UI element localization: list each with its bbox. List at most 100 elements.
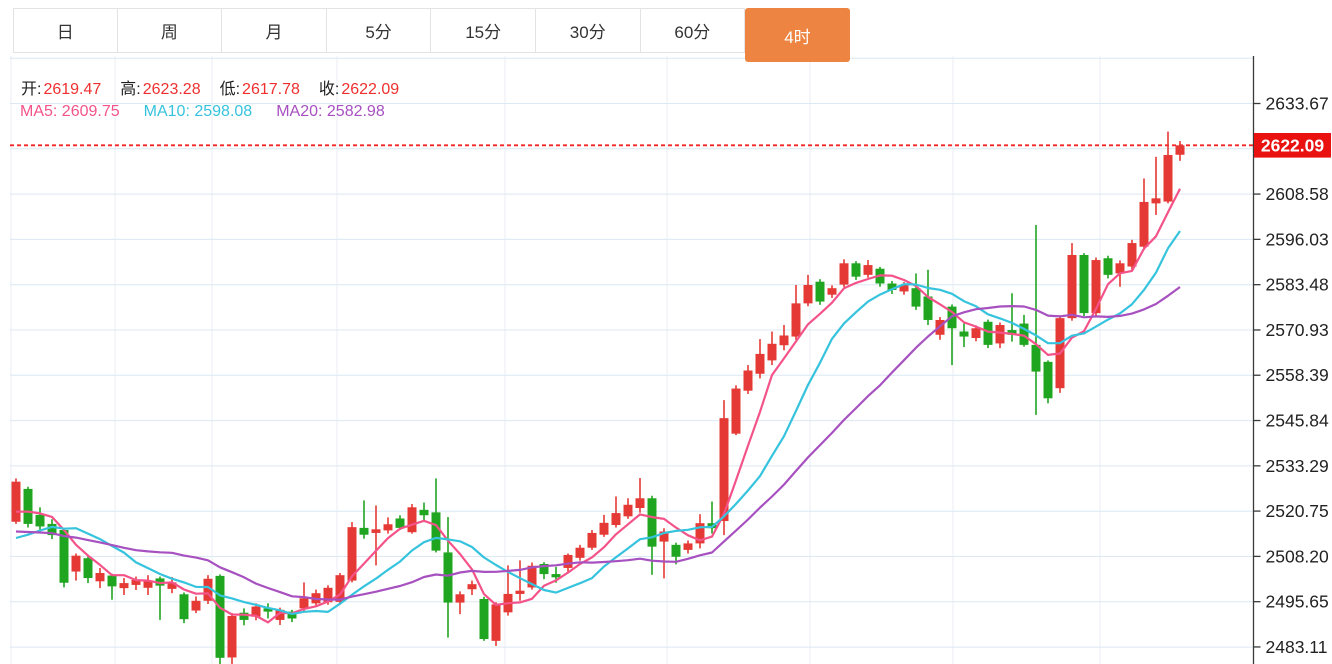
y-axis-label: 2545.84 (1266, 411, 1330, 431)
candle-down (551, 574, 561, 578)
candle-down (83, 558, 93, 579)
candle-down (911, 288, 921, 307)
candle-up (863, 265, 873, 275)
candle-up (1115, 263, 1125, 274)
ma-legend: MA5: 2609.75 MA10: 2598.08 MA20: 2582.98 (20, 103, 385, 121)
candle-up (599, 522, 609, 535)
candle-up (695, 523, 705, 544)
low-item: 低: 2617.78 (219, 81, 300, 98)
candle-down (239, 612, 249, 620)
ma20-line (15, 286, 1181, 601)
y-axis: 2633.67 2608.58 2596.03 2583.48 2570.93 2558.… (1252, 56, 1330, 664)
candle-up (143, 580, 153, 588)
candle-up (683, 543, 693, 550)
candle-up (527, 565, 537, 588)
candle-down (923, 296, 933, 320)
tab-5min[interactable]: 5分 (326, 8, 432, 53)
candle-down (59, 530, 69, 583)
candle-up (803, 284, 813, 304)
candle-down (1043, 361, 1053, 399)
candle-down (1007, 330, 1017, 335)
current-price-badge-bg (1254, 132, 1331, 158)
ma5-item: MA5: 2609.75 (20, 103, 120, 120)
candle-up (611, 513, 621, 525)
candle-up (323, 587, 333, 603)
current-price-badge-text: 2622.09 (1261, 135, 1325, 155)
ma10-item: MA10: 2598.08 (143, 103, 253, 120)
candle-up (587, 532, 597, 548)
candle-up (755, 353, 765, 374)
horizontal-gridlines (10, 57, 1254, 648)
high-item: 高: 2623.28 (120, 81, 201, 98)
current-price-badge: 2622.09 (1254, 132, 1331, 158)
candle-up (827, 288, 837, 295)
candle-down (359, 527, 369, 535)
candle-down (419, 509, 429, 516)
candle-up (563, 554, 573, 568)
candle-up (491, 604, 501, 641)
candle-up (335, 575, 345, 602)
timeframe-tabbar: 日 周 月 5分 15分 30分 60分 4时 (13, 8, 850, 62)
candle-up (1139, 201, 1149, 247)
candle-up (191, 600, 201, 611)
candle-down (431, 512, 441, 551)
candle-down (647, 498, 657, 547)
candle-up (1163, 155, 1173, 202)
y-axis-label: 2583.48 (1266, 275, 1329, 295)
candle-up (779, 335, 789, 346)
tab-15min[interactable]: 15分 (431, 8, 536, 53)
candle-up (515, 590, 525, 594)
candle-up (119, 583, 129, 589)
candle-down (851, 263, 861, 277)
candle-up (743, 370, 753, 391)
candle-down (23, 488, 33, 524)
candle-down (47, 523, 57, 536)
candle-up (455, 594, 465, 603)
candle-up (371, 529, 381, 533)
candle-up (1091, 260, 1101, 314)
candle-up (791, 303, 801, 337)
ohlc-legend: 开: 2619.47 高: 2623.28 低: 2617.78 收: 2622.09 (21, 75, 399, 99)
candle-down (263, 608, 273, 612)
vertical-gridlines (10, 56, 1101, 664)
candle-down (287, 611, 297, 619)
candle-up (623, 504, 633, 517)
candle-up (1151, 198, 1161, 204)
candle-down (443, 552, 453, 603)
y-axis-label: 2570.93 (1266, 320, 1329, 340)
candle-down (479, 598, 489, 640)
y-axis-label: 2608.58 (1266, 184, 1329, 204)
ma20-item: MA20: 2582.98 (276, 103, 385, 120)
y-axis-label: 2633.67 (1266, 94, 1329, 114)
close-item: 收: 2622.09 (318, 81, 400, 98)
candle-up (635, 498, 645, 509)
y-axis-label: 2495.65 (1266, 592, 1329, 612)
y-axis-label: 2508.20 (1266, 546, 1330, 566)
candle-down (395, 518, 405, 528)
candle-down (887, 283, 897, 291)
tab-30min[interactable]: 30分 (535, 8, 641, 53)
candle-up (299, 598, 309, 609)
tab-week[interactable]: 周 (117, 8, 223, 53)
tab-month[interactable]: 月 (222, 8, 327, 53)
candle-up (467, 584, 477, 590)
candle-up (227, 615, 237, 658)
tab-60min[interactable]: 60分 (640, 8, 746, 53)
candle-up (383, 524, 393, 531)
candle-up (767, 343, 777, 361)
y-axis-label: 2596.03 (1266, 229, 1329, 249)
ma5-line (15, 188, 1181, 624)
tab-day[interactable]: 日 (13, 8, 118, 53)
candle-up (1127, 243, 1137, 267)
candle-up (575, 547, 585, 558)
candle-down (35, 514, 45, 527)
tab-4hour[interactable]: 4时 (745, 8, 850, 62)
candle-down (959, 331, 969, 337)
candle-up (719, 418, 729, 522)
y-axis-label: 2558.39 (1266, 365, 1329, 385)
candle-up (839, 263, 849, 285)
candle-up (1175, 145, 1185, 155)
candle-up (971, 328, 981, 339)
